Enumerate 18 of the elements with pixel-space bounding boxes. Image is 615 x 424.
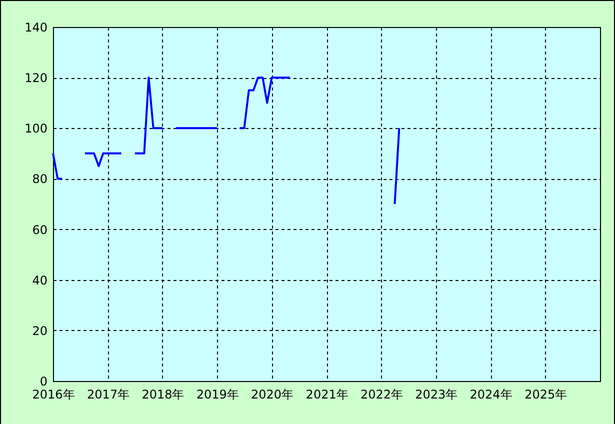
y-tick-label: 60	[32, 222, 48, 237]
y-tick-label: 120	[24, 71, 48, 86]
y-tick-label: 100	[24, 122, 48, 136]
x-tick-label: 2017年	[87, 388, 130, 402]
x-tick-label: 2020年	[250, 388, 294, 402]
y-tick-label: 140	[24, 20, 48, 34]
x-tick-label: 2025年	[524, 388, 568, 402]
x-tick-label: 2024年	[470, 388, 512, 402]
y-tick-label: 80	[32, 172, 48, 186]
x-tick-label: 2022年	[360, 388, 404, 402]
y-tick-label: 20	[32, 324, 48, 338]
x-tick-label: 2023年	[415, 388, 458, 402]
x-tick-label: 2016年	[32, 388, 75, 402]
y-tick-label: 0	[40, 374, 48, 388]
y-tick-label: 40	[32, 273, 48, 288]
x-tick-label: 2018年	[142, 388, 184, 402]
x-tick-label: 2021年	[306, 388, 348, 402]
x-tick-label: 2019年	[196, 388, 239, 402]
